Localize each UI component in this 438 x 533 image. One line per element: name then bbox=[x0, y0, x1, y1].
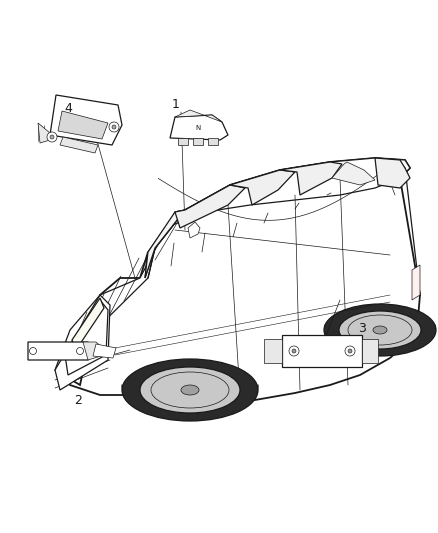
Polygon shape bbox=[280, 162, 342, 195]
Polygon shape bbox=[58, 111, 108, 139]
Bar bbox=[193, 138, 203, 145]
Polygon shape bbox=[375, 158, 410, 188]
Ellipse shape bbox=[373, 326, 387, 334]
Circle shape bbox=[50, 135, 54, 139]
Circle shape bbox=[109, 122, 119, 132]
Polygon shape bbox=[170, 115, 228, 140]
Text: 2: 2 bbox=[74, 393, 82, 407]
Ellipse shape bbox=[324, 304, 436, 356]
Circle shape bbox=[345, 346, 355, 356]
Ellipse shape bbox=[122, 359, 258, 421]
Circle shape bbox=[289, 346, 299, 356]
Text: 1: 1 bbox=[172, 99, 180, 111]
Text: N: N bbox=[195, 125, 201, 131]
Polygon shape bbox=[145, 158, 410, 278]
Polygon shape bbox=[412, 265, 420, 300]
Polygon shape bbox=[55, 158, 420, 400]
Polygon shape bbox=[175, 110, 222, 122]
Circle shape bbox=[112, 125, 116, 129]
Polygon shape bbox=[362, 339, 378, 363]
Polygon shape bbox=[188, 222, 200, 238]
Polygon shape bbox=[72, 298, 104, 350]
Polygon shape bbox=[93, 344, 116, 358]
Circle shape bbox=[348, 349, 352, 353]
Text: 4: 4 bbox=[64, 101, 72, 115]
Bar bbox=[178, 138, 188, 145]
Circle shape bbox=[292, 349, 296, 353]
Polygon shape bbox=[282, 335, 362, 367]
Text: 3: 3 bbox=[358, 321, 366, 335]
Ellipse shape bbox=[140, 367, 240, 413]
Circle shape bbox=[77, 348, 84, 354]
Ellipse shape bbox=[339, 311, 421, 349]
Bar bbox=[208, 138, 218, 145]
Polygon shape bbox=[65, 300, 108, 375]
Polygon shape bbox=[50, 95, 122, 145]
Ellipse shape bbox=[181, 385, 199, 395]
Polygon shape bbox=[28, 342, 96, 360]
Polygon shape bbox=[264, 339, 282, 363]
Polygon shape bbox=[55, 210, 185, 370]
Polygon shape bbox=[38, 123, 50, 143]
Polygon shape bbox=[230, 170, 295, 205]
Circle shape bbox=[47, 132, 57, 142]
Polygon shape bbox=[83, 342, 103, 360]
Polygon shape bbox=[60, 137, 98, 153]
Polygon shape bbox=[332, 162, 375, 185]
Polygon shape bbox=[55, 295, 110, 390]
Polygon shape bbox=[145, 210, 185, 278]
Circle shape bbox=[29, 348, 36, 354]
Polygon shape bbox=[175, 185, 245, 228]
